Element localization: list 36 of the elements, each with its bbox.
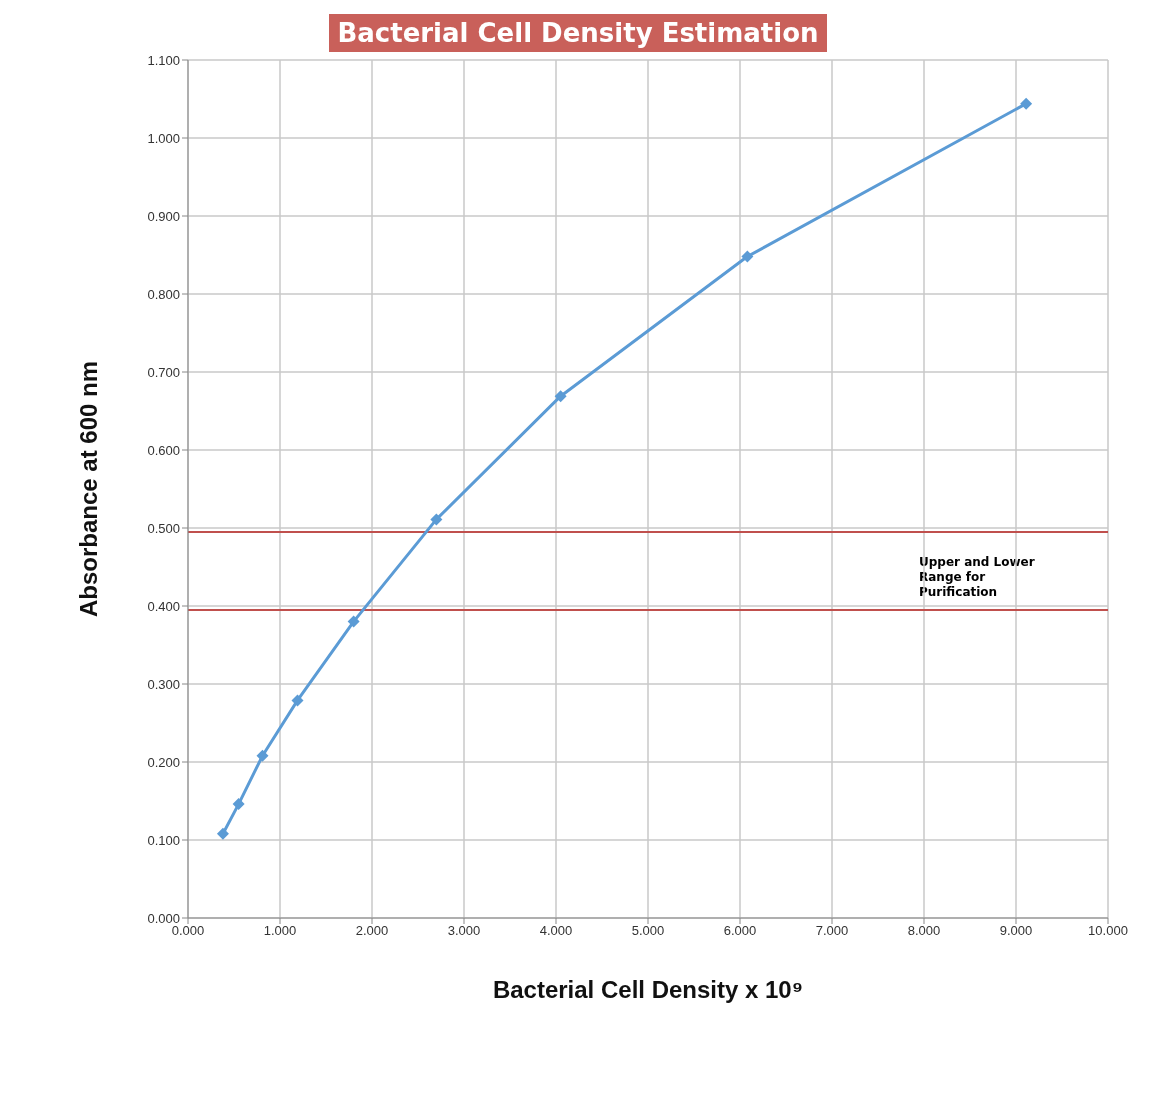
x-tick-label: 0.000 <box>171 923 205 939</box>
y-axis-title: Absorbance at 600 nm <box>74 360 102 618</box>
point <box>554 390 567 403</box>
y-tick-label: 0.800 <box>147 286 180 302</box>
x-tick-label: 5.000 <box>631 923 665 939</box>
x-tick-label: 1.000 <box>263 923 297 939</box>
x-axis-title: Bacterial Cell Density x 10⁹ <box>492 976 804 1003</box>
chart-title: Bacterial Cell Density Estimation <box>329 14 827 52</box>
point <box>216 827 229 840</box>
y-tick-label: 0.400 <box>147 598 180 614</box>
y-tick-label: 1.100 <box>147 52 180 68</box>
x-tick-label: 6.000 <box>723 923 757 939</box>
y-tick-label: 0.900 <box>147 208 180 224</box>
point <box>232 798 245 811</box>
point <box>291 694 304 707</box>
y-tick-label: 0.500 <box>147 520 180 536</box>
x-tick-label: 9.000 <box>999 923 1033 939</box>
x-tick-label: 10.000 <box>1088 923 1128 939</box>
point <box>256 749 269 762</box>
point <box>430 513 443 526</box>
x-tick-label: 4.000 <box>539 923 573 939</box>
y-tick-label: 0.600 <box>147 442 180 458</box>
y-tick-label: 1.000 <box>147 130 180 146</box>
point <box>347 615 360 628</box>
x-tick-label: 7.000 <box>815 923 849 939</box>
annotation: Upper and Lower Range for Purification <box>913 553 1060 602</box>
x-tick-label: 2.000 <box>355 923 389 939</box>
x-tick-label: 8.000 <box>907 923 941 939</box>
y-tick-label: 0.000 <box>147 910 180 926</box>
y-tick-label: 0.300 <box>147 676 180 692</box>
point <box>1020 97 1033 110</box>
x-tick-label: 3.000 <box>447 923 481 939</box>
y-tick-label: 0.200 <box>147 754 180 770</box>
y-tick-label: 0.700 <box>147 364 180 380</box>
point <box>741 250 754 263</box>
y-tick-label: 0.100 <box>147 832 180 848</box>
